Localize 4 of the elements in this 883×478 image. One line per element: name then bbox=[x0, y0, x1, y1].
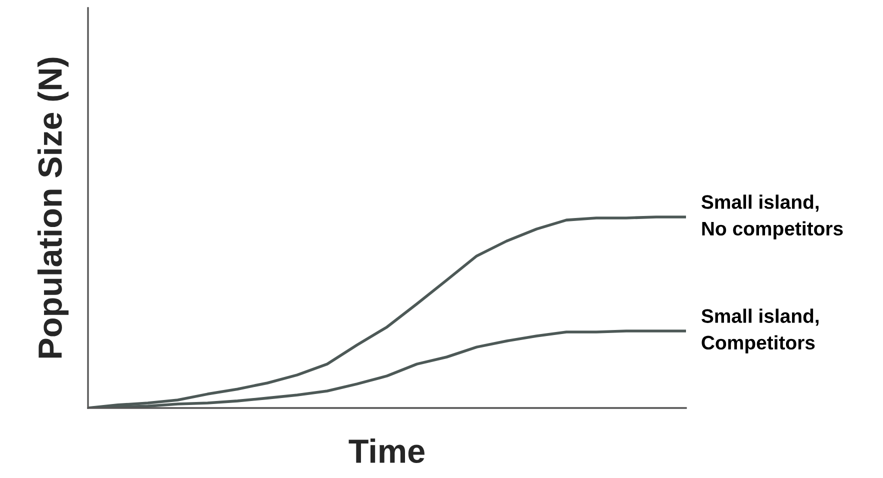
y-axis-title: Population Size (N) bbox=[37, 58, 69, 358]
x-axis-title: Time bbox=[348, 438, 424, 464]
series-label: Small island, No competitors bbox=[702, 194, 843, 240]
series-label: Small island, Competitors bbox=[702, 308, 819, 354]
